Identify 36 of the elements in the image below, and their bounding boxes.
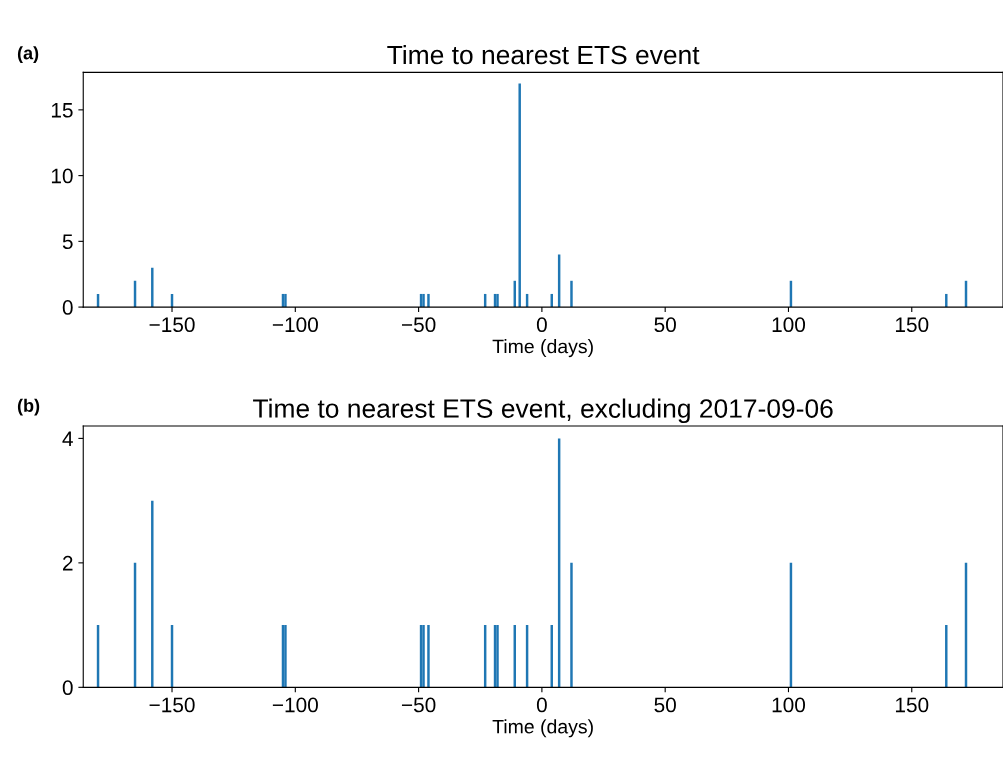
chart-title: Time to nearest ETS event, excluding 2017-09-06: [253, 398, 833, 424]
y-tick-label: 4: [62, 431, 73, 446]
x-tick-label: −100: [272, 697, 318, 713]
x-axis-title: Time (days): [492, 719, 593, 738]
x-axis-title: Time (days): [492, 339, 593, 358]
x-tick-label: 100: [772, 697, 806, 713]
chart-title: Time to nearest ETS event: [387, 44, 700, 65]
x-tick-label: 150: [895, 697, 929, 713]
text: (b): [17, 398, 40, 416]
y-tick-label: 10: [51, 168, 73, 184]
x-tick-label: 150: [895, 317, 929, 333]
bar: [945, 293, 948, 308]
x-tick-label: −100: [272, 317, 318, 333]
bar: [427, 625, 430, 688]
x-tick-label: −50: [401, 697, 436, 713]
x-tick-label: 0: [536, 317, 547, 333]
x-tick-label: −50: [401, 317, 436, 333]
bar: [518, 83, 521, 308]
x-tick-label: −150: [149, 697, 195, 713]
x-tick-label: −150: [149, 317, 195, 333]
bar: [151, 267, 154, 308]
y-tick-label: 0: [62, 680, 73, 696]
y-tick-label: 15: [51, 103, 73, 118]
x-tick-label: 50: [654, 317, 676, 333]
bar: [151, 500, 154, 688]
x-tick-label: 0: [536, 697, 547, 713]
text: (a): [17, 46, 39, 63]
bar: [570, 562, 573, 688]
y-tick-label: 2: [62, 555, 73, 571]
y-tick-label: 5: [62, 234, 73, 250]
x-tick-label: 50: [654, 697, 676, 713]
bar: [427, 293, 430, 308]
bar: [570, 280, 573, 308]
y-tick-label: 0: [62, 300, 73, 315]
x-tick-label: 100: [772, 317, 806, 333]
bar: [945, 625, 948, 688]
